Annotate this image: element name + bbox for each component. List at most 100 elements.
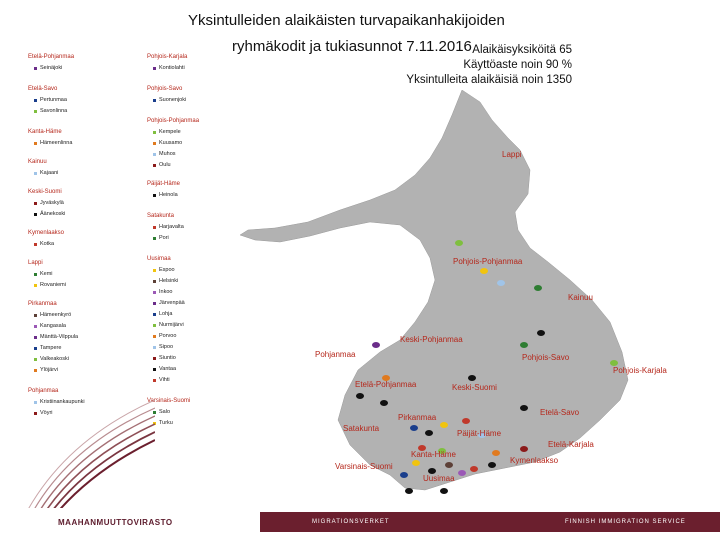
legend-item-label: Pertunmaa [40,97,67,103]
legend-item: Kuusamo [153,140,182,146]
legend-marker-icon [34,242,37,246]
legend-item-label: Nurmijärvi [159,322,184,328]
finland-silhouette [239,90,629,491]
legend-marker-icon [153,268,156,272]
legend-marker-icon [34,141,37,145]
map-location-marker [440,488,448,494]
map-location-marker [480,268,488,274]
legend-marker-icon [34,368,37,372]
legend-item: Oulu [153,162,171,168]
legend-item: Tampere [34,345,61,351]
legend-item-label: Muhos [159,151,176,157]
stat-occupancy: Käyttöaste noin 90 % [463,59,572,71]
legend-item-label: Vantaa [159,366,177,372]
legend-item-label: Kontiolahti [159,65,185,71]
legend-marker-icon [34,201,37,205]
legend-item-label: Helsinki [159,278,179,284]
legend-item-label: Järvenpää [159,300,185,306]
legend-marker-icon [34,335,37,339]
legend-item: Jyväskylä [34,200,64,206]
map-location-marker [537,330,545,336]
map-label-kymenlaakso: Kymenlaakso [510,456,559,465]
legend-item: Valkeakoski [34,356,69,362]
legend-item: Vöyri [34,410,53,416]
map-label-etela-savo: Etelä-Savo [540,408,580,417]
legend-region-heading: Kainuu [28,159,47,165]
legend-item-label: Kemi [40,271,53,277]
legend-marker-icon [153,410,156,414]
legend-marker-icon [153,279,156,283]
legend-item: Ylöjärvi [34,367,58,373]
map-location-marker [405,488,413,494]
legend-item-label: Kajaani [40,170,59,176]
legend-marker-icon [34,98,37,102]
map-location-marker [492,450,500,456]
legend-marker-icon [153,193,156,197]
legend-item: Espoo [153,267,175,273]
legend-marker-icon [153,152,156,156]
footer-english-name: FINNISH IMMIGRATION SERVICE [565,519,686,525]
legend-marker-icon [34,313,37,317]
legend-item: Porvoo [153,333,176,339]
map-label-varsinais-suomi: Varsinais-Suomi [335,462,393,471]
legend-item: Rovaniemi [34,282,66,288]
map-location-marker [412,460,420,466]
legend-region-heading: Pirkanmaa [28,301,57,307]
map-label-keski-suomi: Keski-Suomi [452,383,497,392]
legend-item: Seinäjoki [34,65,62,71]
logo-swoosh-icon [24,399,155,516]
legend-item-label: Jyväskylä [40,200,64,206]
legend-item: Kemi [34,271,53,277]
legend-item: Kangasala [34,323,66,329]
map-location-marker [356,393,364,399]
footer-logo-text: MAAHANMUUTTOVIRASTO [58,518,173,527]
legend-marker-icon [153,225,156,229]
legend-item-label: Hämeenkyrö [40,312,72,318]
legend-item: Vantaa [153,366,176,372]
legend-item-label: Kuusamo [159,140,183,146]
footer-bar [260,512,720,532]
legend-item-label: Vöyri [40,410,53,416]
legend-region-heading: Pohjois-Savo [147,86,183,92]
map-location-marker [425,430,433,436]
map-location-marker [520,446,528,452]
map-label-etela-pohjanmaa: Etelä-Pohjanmaa [355,380,417,389]
legend-item: Kontiolahti [153,65,185,71]
map-label-paijat-hame: Päijät-Häme [457,429,502,438]
legend-item-label: Suonenjoki [159,97,187,103]
map-label-satakunta: Satakunta [343,424,380,433]
legend-item: Muhos [153,151,176,157]
map-location-marker [520,342,528,348]
legend-region-heading: Lappi [28,260,43,266]
legend-item-label: Vihti [159,377,170,383]
map-label-pirkanmaa: Pirkanmaa [398,413,437,422]
legend-region-heading: Pohjois-Karjala [147,54,188,60]
map-location-marker [497,280,505,286]
map-location-marker [438,448,446,454]
map-location-marker [462,418,470,424]
legend-item: Siuntio [153,355,176,361]
map-location-marker [428,468,436,474]
legend-item: Salo [153,409,170,415]
map-location-marker [610,360,618,366]
legend-region-heading: Kanta-Häme [28,129,62,135]
map-location-marker [468,375,476,381]
map-location-marker [488,462,496,468]
legend-item-label: Ylöjärvi [40,367,59,373]
legend-marker-icon [153,98,156,102]
legend-region-heading: Varsinais-Suomi [147,398,191,404]
legend-item: Hämeenlinna [34,140,72,146]
finland-map [239,90,629,491]
map-location-marker [380,400,388,406]
legend-item-label: Kotka [40,241,55,247]
map-location-marker [534,285,542,291]
legend-marker-icon [34,283,37,287]
legend-marker-icon [153,141,156,145]
page-title-line2: ryhmäkodit ja tukiasunnot 7.11.2016 [232,38,472,55]
map-location-marker [458,470,466,476]
legend-marker-icon [34,171,37,175]
legend-marker-icon [34,400,37,404]
map-label-pohjois-savo: Pohjois-Savo [522,353,570,362]
legend-item: Pori [153,235,169,241]
map-label-kanta-hame: Kanta-Häme [411,450,456,459]
